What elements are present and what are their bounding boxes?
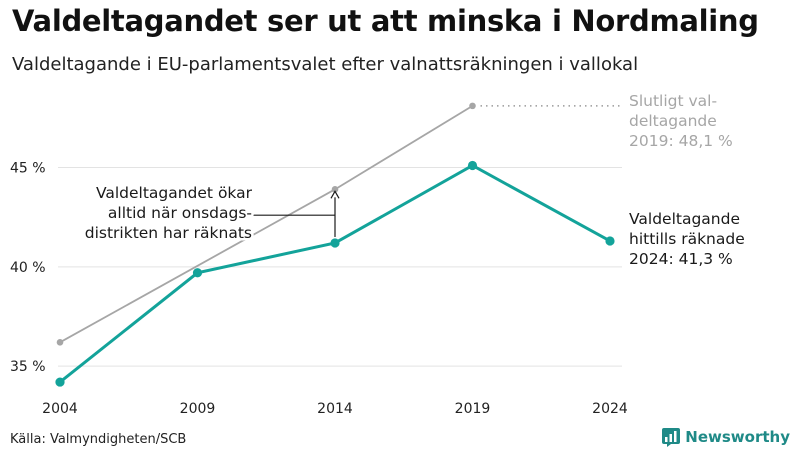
final-turnout-point [56, 339, 64, 346]
final-turnout-point [469, 102, 476, 110]
annotation-note-label: alltid när onsdags- [108, 204, 252, 222]
election-night-turnout-point [467, 160, 478, 171]
source-note: Källa: Valmyndigheten/SCB [10, 432, 187, 447]
y-tick-label: 45 % [10, 160, 46, 176]
newsworthy-logo-icon [662, 428, 681, 447]
brand-name: Newsworthy [685, 428, 790, 446]
final-turnout-point [331, 186, 339, 193]
data-series [55, 102, 622, 387]
y-tick-label: 35 % [10, 359, 46, 375]
gridlines [58, 166, 622, 367]
election-night-turnout-point [192, 268, 203, 278]
x-tick-label: 2019 [455, 401, 491, 417]
current-turnout-label: Valdeltagande [629, 210, 740, 228]
current-turnout-label: 2024: 41,3 % [629, 250, 733, 268]
chart-title: Valdeltagandet ser ut att minska i Nordm… [12, 4, 759, 38]
y-axis-tick-labels: 35 % 40 % 45 % [10, 160, 46, 375]
brand-logo: Newsworthy [661, 427, 790, 447]
election-night-turnout-point [330, 238, 340, 248]
final-turnout-label: 2019: 48,1 % [629, 132, 733, 150]
current-turnout-label: hittills räknade [629, 230, 745, 248]
annotation-note-label: distrikten har räknats [85, 224, 252, 242]
x-axis-tick-labels: 2004 2009 2014 2019 2024 [42, 401, 628, 417]
annotation-note-label: Valdeltagandet ökar [96, 184, 253, 202]
x-tick-label: 2024 [592, 401, 628, 417]
x-tick-label: 2004 [42, 401, 78, 417]
chart-subtitle: Valdeltagande i EU-parlamentsvalet efter… [12, 54, 639, 75]
election-night-turnout-point [605, 236, 615, 246]
x-tick-label: 2014 [317, 401, 353, 417]
final-turnout-label: deltagande [629, 112, 717, 130]
x-tick-label: 2009 [180, 401, 216, 417]
annotations: Valdeltagandet ökar alltid när onsdags-di… [82, 92, 745, 268]
annotation-arrow-head [330, 190, 340, 199]
election-night-turnout-point [55, 377, 65, 387]
y-tick-label: 40 % [10, 260, 46, 276]
final-turnout-label: Slutligt val- [629, 92, 717, 110]
